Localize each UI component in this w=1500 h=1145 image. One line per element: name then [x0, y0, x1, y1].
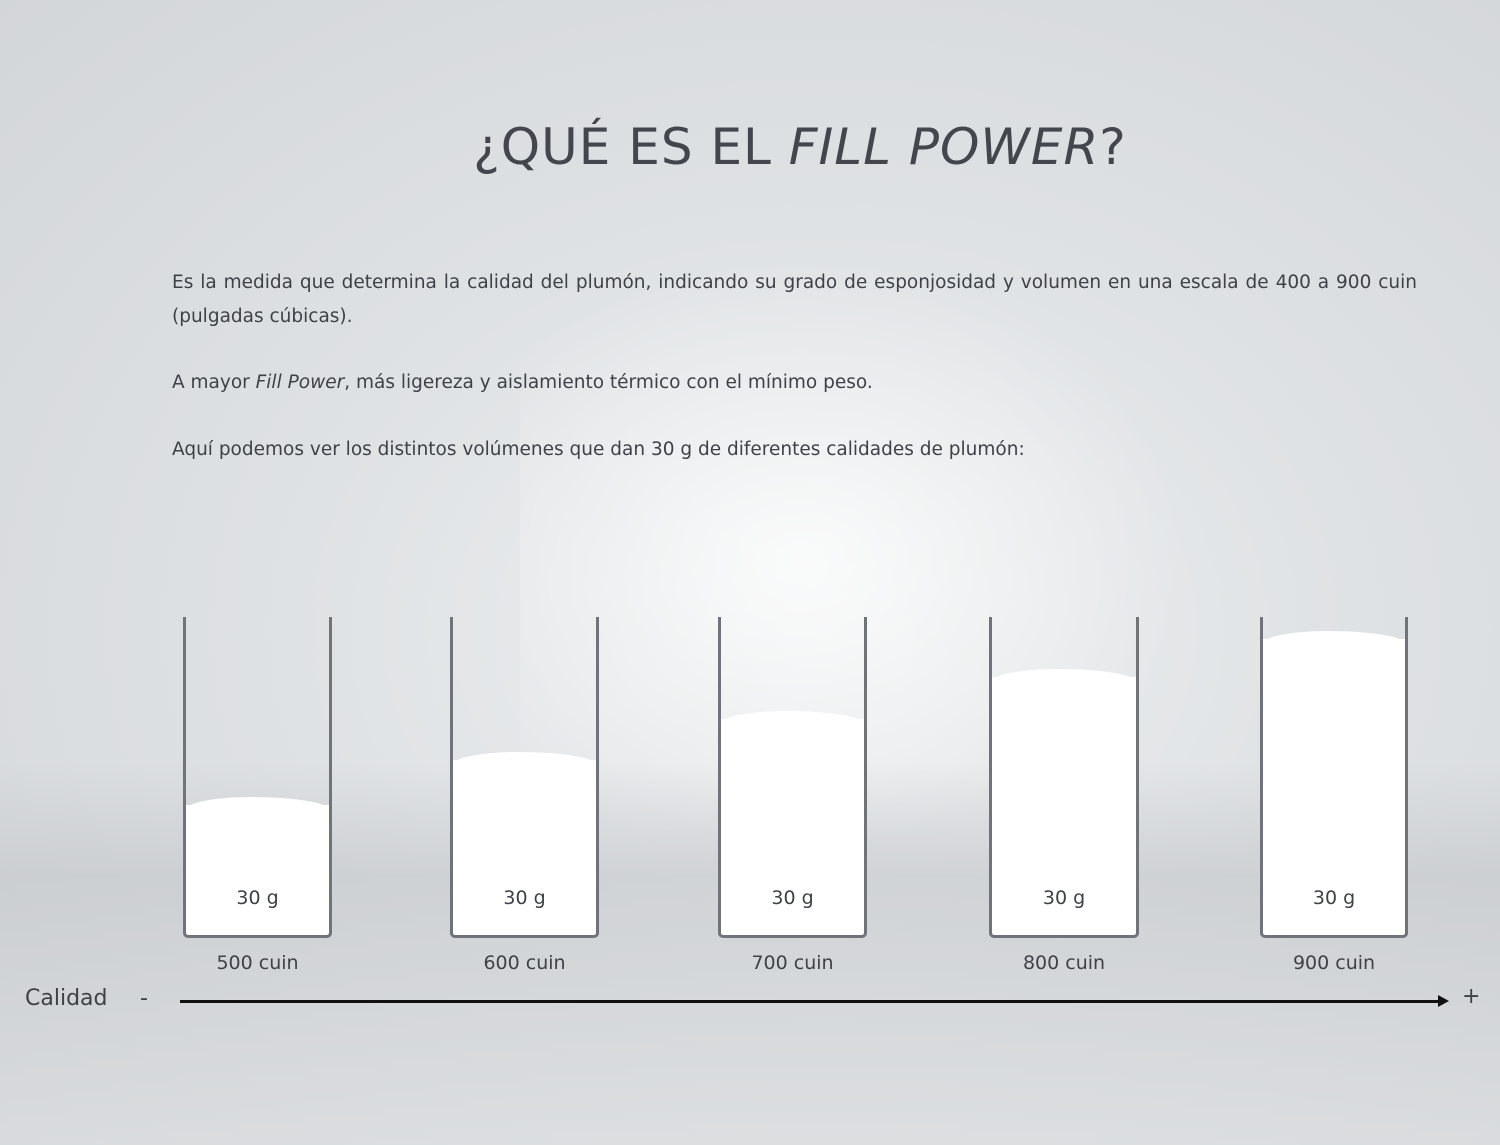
fill-power-label: 800 cuin	[1022, 952, 1106, 974]
down-fill	[1263, 631, 1405, 935]
title-prefix: ¿QUÉ ES EL	[473, 118, 789, 176]
title-emphasis: FILL POWER	[788, 118, 1100, 176]
title-suffix: ?	[1099, 118, 1127, 176]
text: , más ligereza y aislamiento térmico con…	[344, 372, 873, 393]
text: A mayor	[172, 372, 256, 393]
axis-max-symbol: +	[1462, 984, 1481, 1009]
down-fill	[453, 752, 596, 935]
weight-label: 30 g	[1312, 887, 1356, 909]
text-emphasis: Fill Power	[255, 372, 345, 393]
down-fill	[186, 796, 329, 935]
arrowhead-icon	[1438, 995, 1449, 1007]
fill-power-paragraph: A mayor Fill Power, más ligereza y aisla…	[172, 366, 1417, 400]
page-title: ¿QUÉ ES EL FILL POWER?	[0, 118, 1500, 176]
container-1: 30 g	[183, 617, 332, 938]
weight-label: 30 g	[236, 887, 279, 909]
fill-power-label: 900 cuin	[1292, 952, 1376, 974]
fill-power-label: 600 cuin	[483, 952, 566, 974]
weight-label: 30 g	[503, 887, 546, 909]
axis-label: Calidad	[25, 986, 108, 1011]
weight-label: 30 g	[1042, 887, 1086, 909]
axis-min-symbol: -	[140, 986, 148, 1011]
intro-paragraph: Es la medida que determina la calidad de…	[172, 272, 1417, 327]
container-2: 30 g	[450, 617, 599, 938]
fill-power-label: 700 cuin	[751, 952, 834, 974]
container-5: 30 g	[1260, 617, 1408, 938]
down-fill	[721, 710, 864, 935]
volumes-paragraph: Aquí podemos ver los distintos volúmenes…	[172, 439, 1025, 460]
container-3: 30 g	[718, 617, 867, 938]
down-fill	[992, 669, 1136, 935]
quality-arrow-line	[180, 1000, 1442, 1003]
fill-power-label: 500 cuin	[216, 952, 299, 974]
weight-label: 30 g	[771, 887, 814, 909]
container-4: 30 g	[989, 617, 1139, 938]
